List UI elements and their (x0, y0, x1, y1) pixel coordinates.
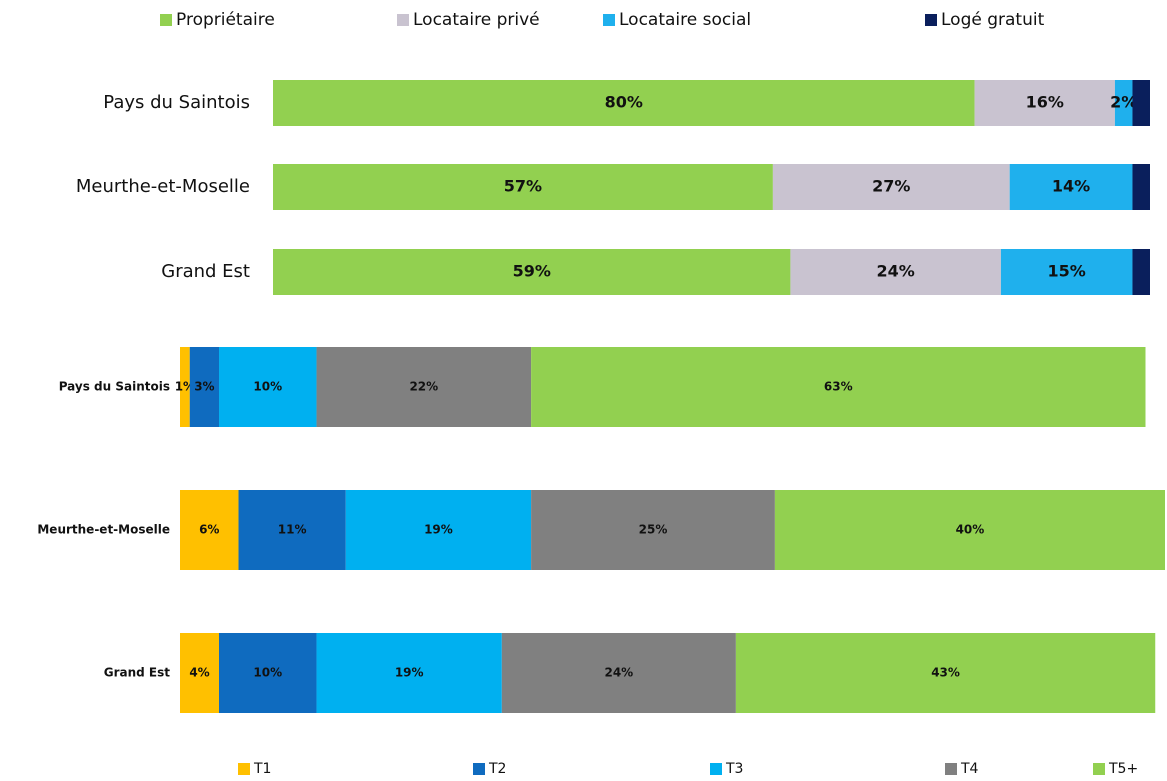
value-label: 19% (424, 523, 453, 537)
category-label: Grand Est (104, 666, 171, 680)
bar-segment (316, 633, 502, 713)
value-label: 25% (639, 523, 668, 537)
legend-swatch (473, 763, 485, 775)
legend-label: Locataire social (619, 10, 751, 30)
category-label: Pays du Saintois (59, 380, 170, 394)
bar-segment (531, 490, 775, 570)
value-label: 11% (278, 523, 307, 537)
value-label: 2% (1110, 93, 1137, 112)
legend-swatch (925, 14, 937, 26)
bar-segment (273, 249, 791, 295)
value-label: 27% (872, 177, 910, 196)
bar-segment (345, 490, 532, 570)
value-label: 24% (877, 262, 915, 281)
legend-swatch (397, 14, 409, 26)
legend-swatch (710, 763, 722, 775)
value-label: 3% (194, 380, 214, 394)
bar-segment (790, 249, 1001, 295)
bar-segment (974, 80, 1115, 126)
value-label: 40% (956, 523, 985, 537)
legend-swatch (160, 14, 172, 26)
legend-swatch (603, 14, 615, 26)
legend-label: Locataire privé (413, 10, 540, 30)
value-label: 63% (824, 380, 853, 394)
bar-segment (1114, 80, 1133, 126)
bar-segment (189, 347, 220, 427)
value-label: 14% (1052, 177, 1090, 196)
value-label: 59% (513, 262, 551, 281)
category-label: Grand Est (161, 261, 250, 282)
bar-segment (1132, 80, 1150, 126)
value-label: 10% (253, 666, 282, 680)
value-label: 16% (1026, 93, 1064, 112)
bar-segment (219, 347, 317, 427)
legend-label: T5+ (1108, 761, 1138, 777)
legend-label: Logé gratuit (941, 10, 1045, 30)
value-label: 10% (253, 380, 282, 394)
value-label: 6% (199, 523, 219, 537)
value-label: 22% (409, 380, 438, 394)
bar-segment (273, 164, 773, 210)
bar-segment (774, 490, 1165, 570)
bar-segment (735, 633, 1156, 713)
legend-label: T1 (253, 761, 271, 777)
value-label: 57% (504, 177, 542, 196)
category-label: Pays du Saintois (103, 92, 250, 113)
bar-segment (180, 490, 239, 570)
bar-segment (1000, 249, 1133, 295)
bar-segment (219, 633, 317, 713)
category-label: Meurthe-et-Moselle (37, 523, 170, 537)
bar-segment (1132, 164, 1150, 210)
bar-segment (180, 347, 190, 427)
value-label: 4% (189, 666, 209, 680)
value-label: 19% (395, 666, 424, 680)
legend-swatch (1093, 763, 1105, 775)
bar-segment (180, 633, 220, 713)
value-label: 24% (604, 666, 633, 680)
legend-label: Propriétaire (176, 10, 275, 30)
legend-label: T3 (725, 761, 743, 777)
bar-segment (273, 80, 975, 126)
legend-label: T2 (488, 761, 506, 777)
value-label: 43% (931, 666, 960, 680)
value-label: 80% (605, 93, 643, 112)
legend-label: T4 (960, 761, 979, 777)
legend-swatch (238, 763, 250, 775)
bar-segment (501, 633, 736, 713)
bar-segment (772, 164, 1010, 210)
bar-segment (1009, 164, 1133, 210)
bar-segment (238, 490, 346, 570)
bar-segment (316, 347, 532, 427)
bar-segment (531, 347, 1146, 427)
value-label: 15% (1048, 262, 1086, 281)
category-label: Meurthe-et-Moselle (76, 176, 250, 197)
bar-segment (1132, 249, 1150, 295)
legend-swatch (945, 763, 957, 775)
